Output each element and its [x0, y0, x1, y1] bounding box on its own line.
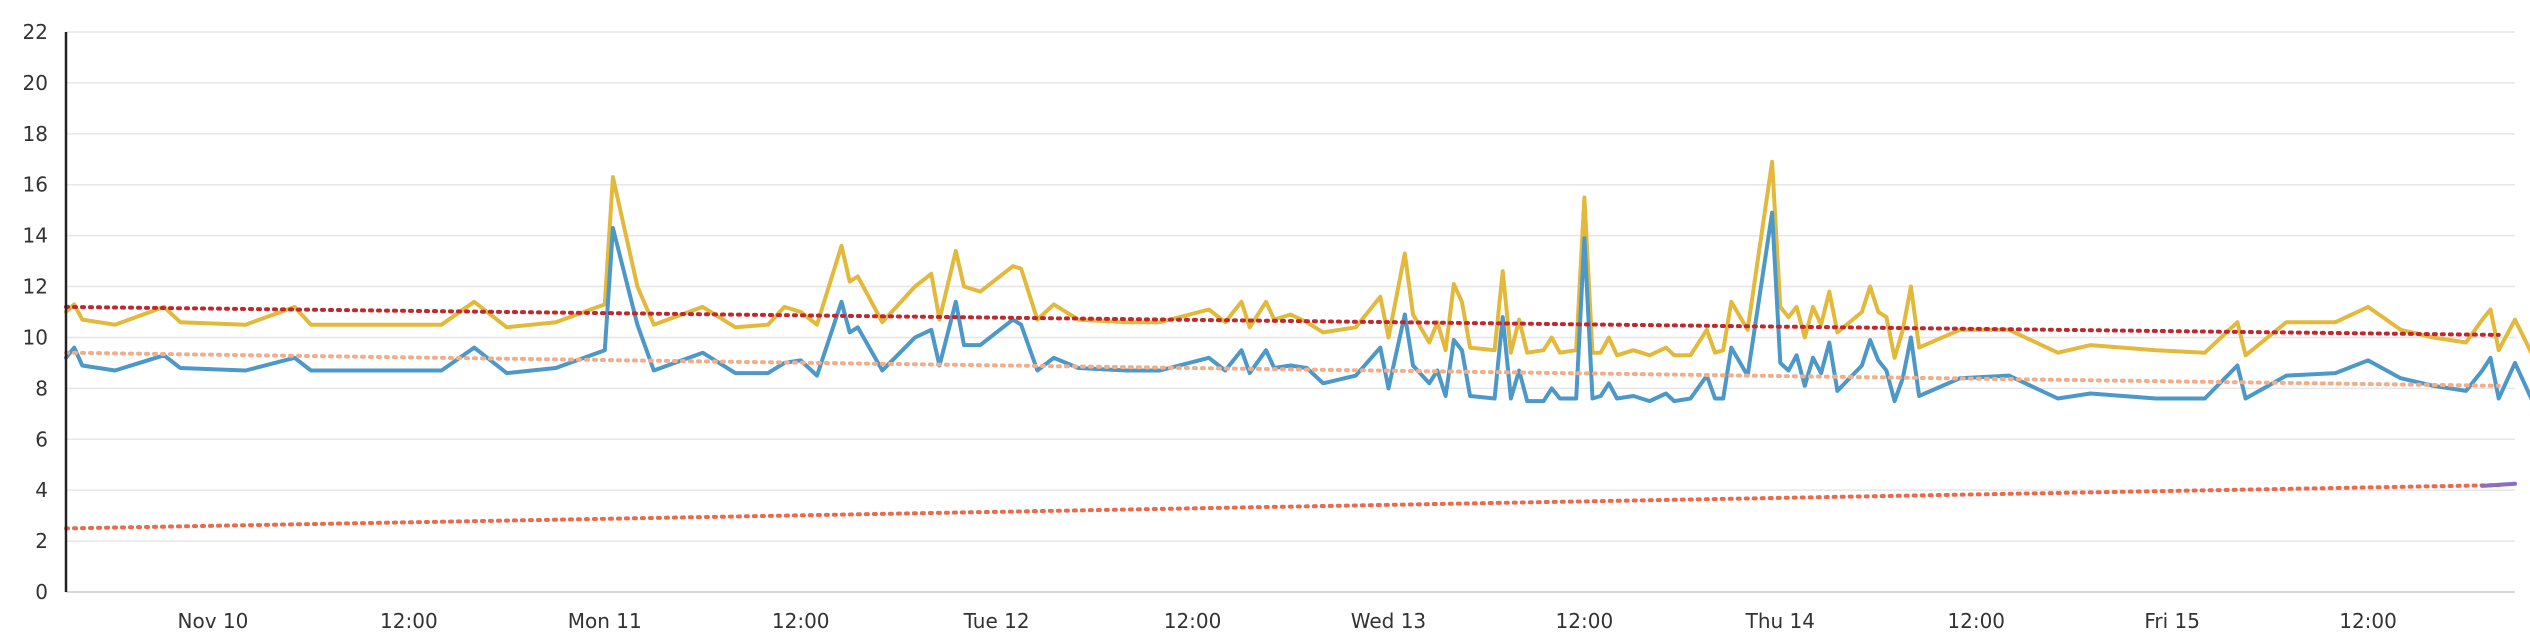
x-tick-label: Nov 10	[178, 609, 249, 633]
x-tick-label: 12:00	[1556, 609, 1614, 633]
y-tick-label: 18	[23, 122, 48, 146]
series-line-yellow	[64, 159, 2530, 360]
y-tick-label: 4	[35, 478, 48, 502]
x-axis-ticks: Nov 10 12:00 Mon 11 12:00 Tue 12 12:00 Wed 13 1…	[178, 609, 2397, 633]
y-tick-label: 8	[35, 376, 48, 400]
y-tick-label: 20	[23, 71, 48, 95]
y-tick-label: 0	[35, 580, 48, 604]
series-line-purple	[2480, 481, 2517, 488]
y-tick-label: 16	[23, 173, 48, 197]
x-tick-label: Fri 15	[2144, 609, 2200, 633]
series-line-orange-trend	[64, 483, 2501, 531]
x-tick-label: Thu 14	[1745, 609, 1815, 633]
y-tick-label: 6	[35, 427, 48, 451]
series-lines	[64, 159, 2530, 531]
y-tick-label: 22	[23, 20, 48, 44]
series-line-peach-trend	[64, 350, 2501, 388]
x-tick-label: 12:00	[772, 609, 830, 633]
series-line-red-trend	[64, 304, 2501, 337]
x-tick-label: Wed 13	[1351, 609, 1426, 633]
x-tick-label: 12:00	[1947, 609, 2005, 633]
series-line-blue	[64, 210, 2530, 404]
y-tick-label: 12	[23, 275, 48, 299]
y-tick-label: 14	[23, 224, 48, 248]
y-axis-ticks: 0 2 4 6 8 10 12 14 16 18 20 22	[23, 20, 48, 604]
y-tick-label: 10	[23, 325, 48, 349]
x-tick-label: 12:00	[2339, 609, 2397, 633]
y-tick-label: 2	[35, 529, 48, 553]
x-tick-label: 12:00	[380, 609, 438, 633]
x-tick-label: Mon 11	[568, 609, 642, 633]
x-tick-label: Tue 12	[963, 609, 1030, 633]
grid-lines	[66, 31, 2515, 593]
x-tick-label: 12:00	[1164, 609, 1222, 633]
